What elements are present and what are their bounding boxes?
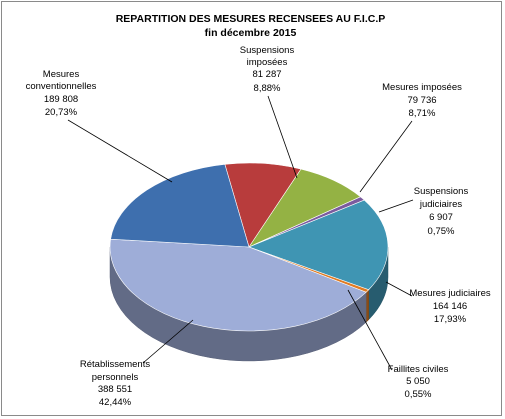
data-label-mesures-impos-es: 8,71% [409, 108, 436, 119]
data-label-r-tablissements-personnels: Rétablissements [80, 359, 150, 370]
pie-top-faces [109, 162, 389, 332]
chart-title: REPARTITION DES MESURES RECENSEES AU F.I… [115, 13, 386, 25]
data-label-suspensions-judiciaires: 6 907 [429, 212, 453, 223]
data-label-r-tablissements-personnels: personnels [92, 372, 139, 383]
data-label-mesures-impos-es: Mesures imposées [382, 82, 462, 93]
data-label-mesures-conventionnelles: 20,73% [45, 107, 78, 118]
data-label-r-tablissements-personnels: 388 551 [98, 384, 132, 395]
data-label-mesures-impos-es: 79 736 [407, 95, 436, 106]
leader-line-suspensions-impos-es [267, 95, 298, 179]
data-label-suspensions-impos-es: 81 287 [252, 69, 281, 80]
data-label-mesures-judiciaires: Mesures judiciaires [409, 288, 491, 299]
leader-line-r-tablissements-personnels [142, 319, 194, 364]
leader-line-faillites-civiles [347, 289, 393, 371]
data-label-suspensions-impos-es: 8,88% [254, 83, 281, 94]
data-label-r-tablissements-personnels: 42,44% [99, 397, 132, 408]
data-label-suspensions-impos-es: Suspensions [240, 45, 295, 56]
leader-line-suspensions-judiciaires [378, 199, 414, 213]
pie-side-5 [365, 289, 369, 323]
pie-slice-r-tablissements-personnels [109, 238, 367, 332]
data-label-faillites-civiles: Faillites civiles [388, 364, 449, 375]
data-label-suspensions-judiciaires: Suspensions [414, 186, 469, 197]
data-label-mesures-judiciaires: 164 146 [433, 301, 467, 312]
leader-line-mesures-conventionnelles [67, 119, 173, 183]
data-label-suspensions-impos-es: imposées [247, 57, 288, 68]
data-label-faillites-civiles: 5 050 [406, 376, 430, 387]
data-label-mesures-conventionnelles: Mesures [43, 69, 80, 80]
pie-slice-mesures-judiciaires [248, 199, 389, 291]
data-label-mesures-judiciaires: 17,93% [434, 314, 467, 325]
data-label-faillites-civiles: 0,55% [405, 389, 432, 400]
chart-subtitle: fin décembre 2015 [204, 27, 297, 39]
data-label-suspensions-judiciaires: 0,75% [428, 226, 455, 237]
leader-line-mesures-judiciaires [385, 281, 413, 297]
data-label-suspensions-judiciaires: judiciaires [419, 199, 462, 210]
data-label-mesures-conventionnelles: 189 808 [44, 94, 78, 105]
data-label-mesures-conventionnelles: conventionnelles [26, 81, 97, 92]
pie-slice-mesures-conventionnelles [110, 163, 250, 248]
leader-line-mesures-impos-es [359, 120, 413, 193]
